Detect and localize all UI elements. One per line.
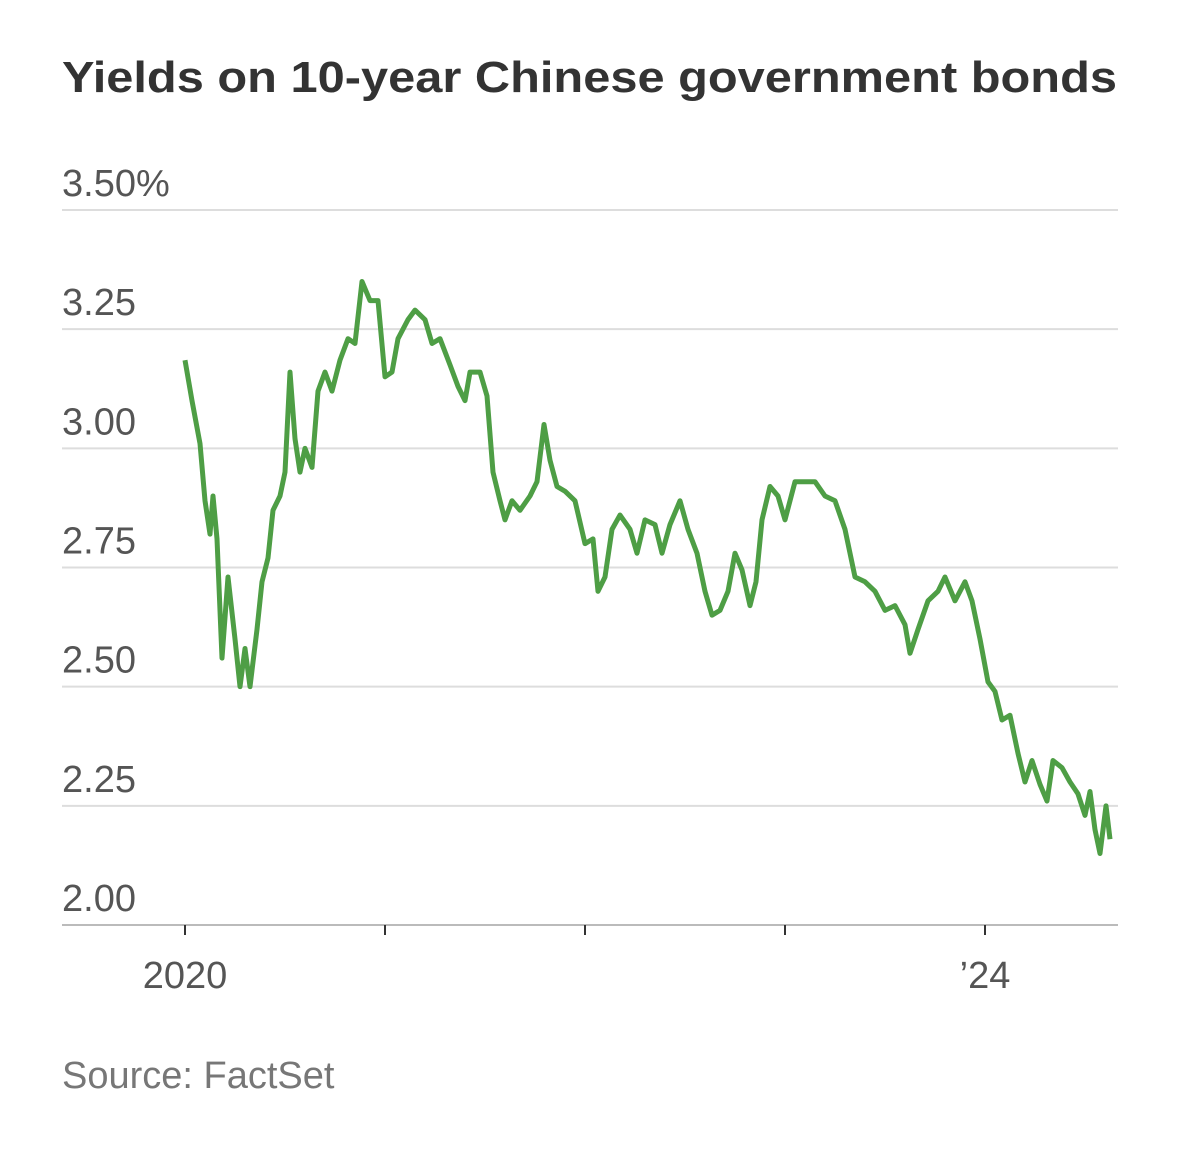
y-tick-label: 2.25 [62,759,136,801]
y-tick-label: 2.50 [62,640,136,682]
x-tick-label: ’24 [960,955,1011,997]
y-tick-label: 3.50% [62,163,170,205]
y-tick-label: 2.75 [62,521,136,563]
line [182,279,1113,856]
y-tick-label: 3.00 [62,401,136,443]
source: Source: FactSet [62,1055,335,1097]
x-tick-label: 2020 [143,955,228,997]
chart-title: Yields on 10-year Chinese government bon… [62,53,1117,102]
y-tick-label: 2.00 [62,878,136,920]
y-tick-label: 3.25 [62,282,136,324]
